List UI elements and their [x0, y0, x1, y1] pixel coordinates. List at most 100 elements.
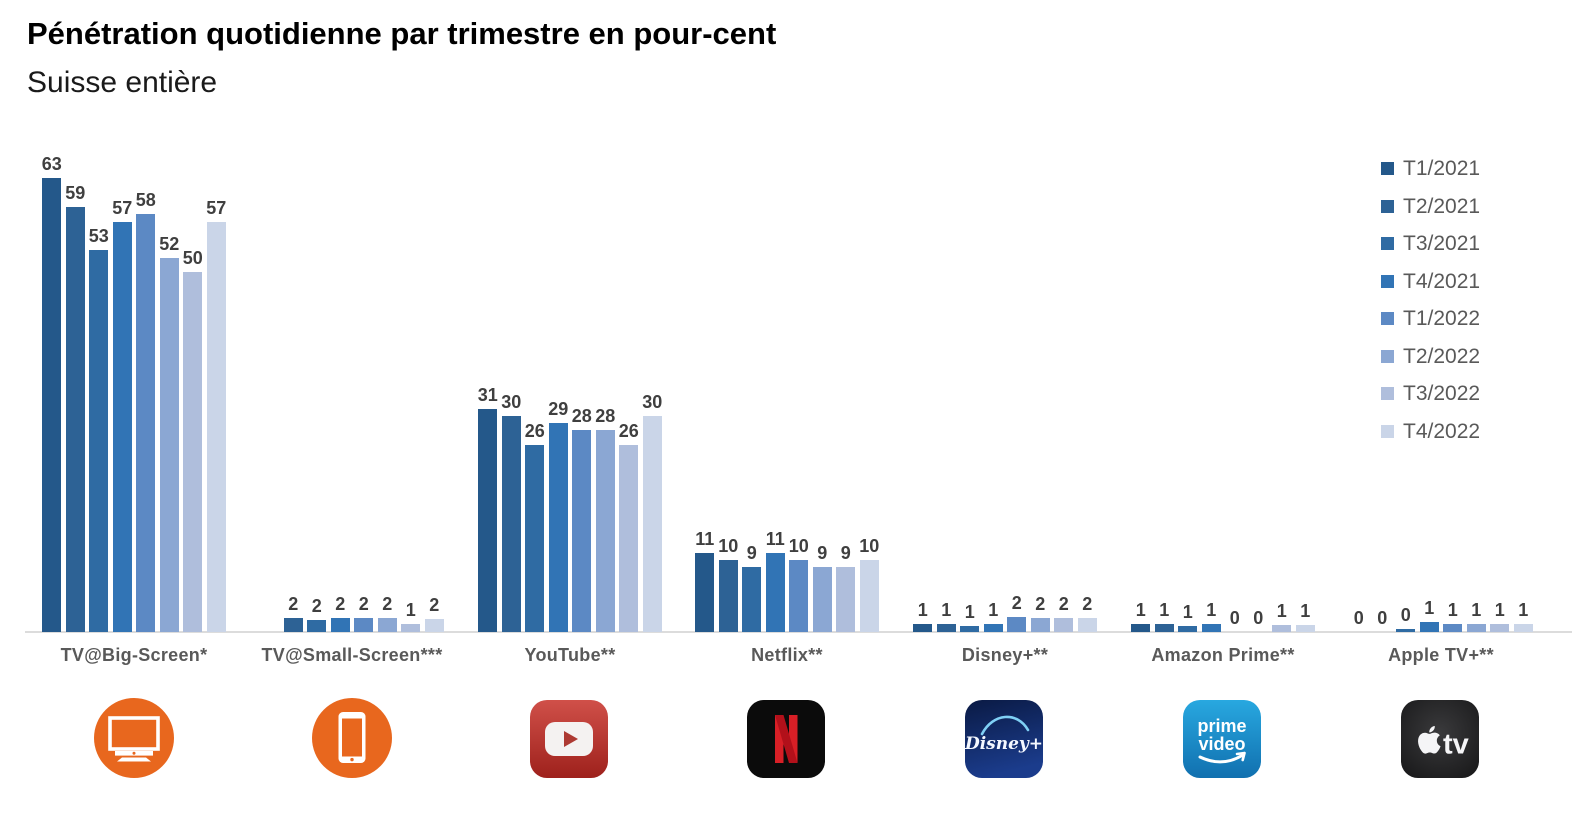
- bar: [1007, 616, 1027, 632]
- bar-value-label: 1: [917, 600, 928, 621]
- bar: [136, 214, 156, 632]
- x-axis-line: [25, 631, 1572, 633]
- bar: [354, 618, 374, 632]
- bar: [1272, 624, 1292, 632]
- bar: [112, 221, 132, 632]
- bar-slot: 1: [1466, 162, 1486, 632]
- tv-big-screen-icon: [94, 696, 174, 780]
- bar: [936, 624, 956, 632]
- bar-group: 11 10 9 11 10 9 9 10: [678, 162, 896, 632]
- bar-value-label: 1: [1447, 600, 1458, 621]
- bar-slot: 1: [1154, 162, 1174, 632]
- netflix-icon: [747, 700, 827, 784]
- bar: [183, 272, 203, 632]
- bar-slot: 1: [1419, 162, 1439, 632]
- legend-item: T4/2021: [1381, 271, 1480, 292]
- bar-value-label: 29: [548, 399, 569, 420]
- bar-value-label: 1: [1276, 600, 1287, 621]
- legend-item: T1/2022: [1381, 308, 1480, 329]
- bar: [89, 250, 109, 632]
- legend-marker: [1381, 424, 1394, 438]
- bar-slot: 1: [936, 162, 956, 632]
- bar: [42, 178, 62, 632]
- bar-value-label: 58: [135, 190, 156, 211]
- bar-value-label: 2: [382, 594, 393, 615]
- bar-slot: 2: [1054, 162, 1074, 632]
- bar-value-label: 0: [1400, 605, 1411, 626]
- bar-value-label: 1: [988, 600, 999, 621]
- legend-item: T3/2022: [1381, 383, 1480, 404]
- bar: [65, 207, 85, 632]
- bar-value-label: 2: [1011, 592, 1022, 613]
- bar-value-label: 28: [595, 406, 616, 427]
- bar-slot: [260, 162, 279, 632]
- bar: [1396, 629, 1416, 632]
- bar-value-label: 1: [1300, 600, 1311, 621]
- legend-item: T2/2022: [1381, 346, 1480, 367]
- bar-value-label: 2: [429, 595, 440, 616]
- bar-slot: 28: [572, 162, 592, 632]
- bar-slot: 53: [89, 162, 109, 632]
- bar: [1513, 624, 1533, 632]
- bar-slot: 26: [619, 162, 639, 632]
- bar-slot: 30: [501, 162, 521, 632]
- bar-slot: 1: [1131, 162, 1151, 632]
- page-subtitle: Suisse entière: [27, 66, 218, 99]
- bar-slot: 9: [812, 162, 832, 632]
- legend-label: T4/2021: [1403, 269, 1481, 293]
- bar-value-label: 2: [358, 594, 369, 615]
- bar-slot: 1: [1178, 162, 1198, 632]
- bar-group: 63 59 53 57 58 52 50 57: [25, 154, 243, 632]
- prime-wordmark-line1: prime: [1197, 716, 1246, 736]
- bar-slot: 2: [377, 162, 397, 632]
- legend-label: T3/2022: [1403, 382, 1481, 405]
- bar-group: 31 30 26 29 28 28 26 30: [461, 162, 679, 632]
- bar: [1466, 624, 1486, 632]
- bar: [619, 444, 639, 632]
- bar-slot: 1: [1443, 162, 1463, 632]
- bar-value-label: 1: [964, 601, 975, 622]
- bar-value-label: 1: [405, 600, 416, 621]
- bar-slot: 0: [1225, 162, 1244, 632]
- bar-value-label: 0: [1253, 608, 1264, 628]
- bar-slot: 52: [159, 162, 179, 632]
- bar: [1154, 624, 1174, 632]
- bar-slot: 57: [206, 162, 226, 632]
- bar-slot: 11: [695, 162, 714, 632]
- bar-value-label: 26: [524, 420, 545, 441]
- bar-slot: 1: [1272, 162, 1292, 632]
- bar-value-label: 1: [1471, 600, 1482, 621]
- bar: [525, 444, 545, 632]
- bar-slot: 58: [135, 162, 156, 632]
- bar-slot: 31: [478, 162, 498, 632]
- bar-slot: 59: [65, 162, 85, 632]
- bar: [765, 552, 785, 632]
- legend-marker: [1381, 162, 1394, 175]
- bar-value-label: 1: [1494, 600, 1505, 621]
- bar-slot: 1: [1295, 162, 1315, 632]
- legend-item: T1/2021: [1381, 158, 1480, 179]
- bar: [983, 624, 1003, 632]
- bar-slot: 2: [354, 162, 374, 632]
- page-title: Pénétration quotidienne par trimestre en…: [27, 16, 777, 51]
- bar: [1131, 624, 1151, 632]
- category-label: Disney+**: [961, 645, 1049, 665]
- bar: [1201, 624, 1221, 632]
- bar: [718, 560, 738, 632]
- bar-value-label: 9: [746, 543, 757, 564]
- legend-label: T1/2021: [1403, 157, 1481, 180]
- bar-value-label: 11: [765, 528, 785, 549]
- tv-small-screen-icon: [312, 696, 392, 780]
- bar-slot: 10: [718, 162, 738, 632]
- bar-slot: 1: [1201, 162, 1221, 632]
- bar-slot: 10: [789, 162, 809, 632]
- bar-slot: 1: [401, 162, 421, 632]
- bar-slot: 0: [1396, 162, 1416, 632]
- legend-marker: [1381, 312, 1394, 325]
- bar: [330, 617, 350, 632]
